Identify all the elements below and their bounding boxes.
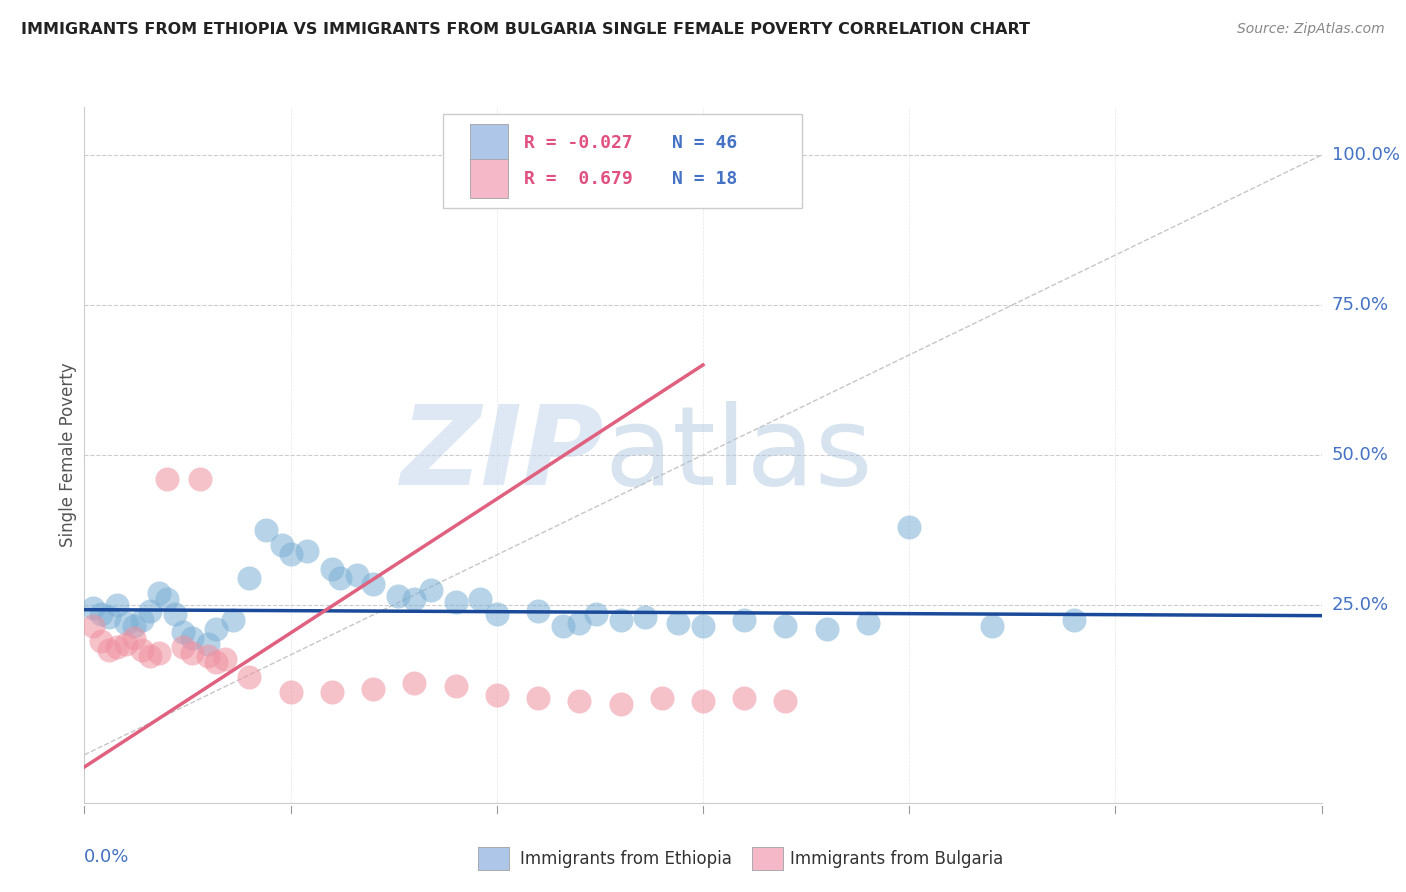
- Point: [222, 613, 245, 627]
- Point: [444, 679, 467, 693]
- Point: [172, 624, 194, 639]
- Text: 75.0%: 75.0%: [1331, 296, 1389, 314]
- Point: [775, 619, 797, 633]
- Point: [280, 547, 302, 561]
- Point: [90, 607, 112, 621]
- Point: [197, 648, 219, 663]
- Point: [485, 607, 508, 621]
- Point: [156, 472, 179, 486]
- Point: [527, 690, 550, 705]
- Point: [122, 619, 145, 633]
- Point: [387, 589, 409, 603]
- Point: [82, 619, 104, 633]
- Point: [419, 582, 441, 597]
- Point: [82, 600, 104, 615]
- Point: [148, 586, 170, 600]
- Point: [98, 610, 121, 624]
- Point: [551, 619, 574, 633]
- Text: 0.0%: 0.0%: [84, 848, 129, 866]
- Text: Source: ZipAtlas.com: Source: ZipAtlas.com: [1237, 22, 1385, 37]
- Point: [321, 562, 343, 576]
- Point: [775, 694, 797, 708]
- Text: IMMIGRANTS FROM ETHIOPIA VS IMMIGRANTS FROM BULGARIA SINGLE FEMALE POVERTY CORRE: IMMIGRANTS FROM ETHIOPIA VS IMMIGRANTS F…: [21, 22, 1031, 37]
- Point: [271, 538, 294, 552]
- Point: [214, 652, 236, 666]
- Point: [733, 690, 755, 705]
- Point: [180, 631, 202, 645]
- Text: 50.0%: 50.0%: [1331, 446, 1388, 464]
- Point: [634, 610, 657, 624]
- Point: [114, 615, 136, 630]
- Point: [165, 607, 187, 621]
- Point: [114, 637, 136, 651]
- Point: [651, 690, 673, 705]
- Point: [404, 676, 426, 690]
- Text: ZIP: ZIP: [401, 401, 605, 508]
- Point: [856, 615, 879, 630]
- Point: [346, 567, 368, 582]
- Point: [692, 694, 714, 708]
- Point: [131, 613, 153, 627]
- Point: [980, 619, 1002, 633]
- Point: [361, 681, 384, 696]
- FancyBboxPatch shape: [471, 124, 508, 162]
- Point: [898, 520, 921, 534]
- Point: [90, 633, 112, 648]
- Point: [172, 640, 194, 654]
- Point: [148, 646, 170, 660]
- Point: [568, 615, 591, 630]
- Y-axis label: Single Female Poverty: Single Female Poverty: [59, 363, 77, 547]
- Point: [131, 643, 153, 657]
- Point: [404, 591, 426, 606]
- Point: [692, 619, 714, 633]
- Point: [205, 655, 228, 669]
- Point: [329, 571, 352, 585]
- Point: [139, 604, 162, 618]
- Text: N = 46: N = 46: [672, 135, 737, 153]
- Text: atlas: atlas: [605, 401, 873, 508]
- Text: Immigrants from Bulgaria: Immigrants from Bulgaria: [790, 850, 1004, 868]
- Point: [666, 615, 689, 630]
- Point: [238, 670, 260, 684]
- Point: [733, 613, 755, 627]
- Point: [444, 595, 467, 609]
- FancyBboxPatch shape: [471, 160, 508, 198]
- Point: [139, 648, 162, 663]
- Point: [105, 640, 128, 654]
- Text: R =  0.679: R = 0.679: [523, 169, 633, 187]
- Point: [527, 604, 550, 618]
- Point: [188, 472, 211, 486]
- Point: [815, 622, 838, 636]
- Point: [1063, 613, 1085, 627]
- Point: [585, 607, 607, 621]
- Point: [156, 591, 179, 606]
- Point: [197, 637, 219, 651]
- Text: 25.0%: 25.0%: [1331, 596, 1389, 614]
- Point: [98, 643, 121, 657]
- Text: R = -0.027: R = -0.027: [523, 135, 633, 153]
- Point: [180, 646, 202, 660]
- Point: [609, 613, 631, 627]
- Text: Immigrants from Ethiopia: Immigrants from Ethiopia: [520, 850, 733, 868]
- Point: [321, 685, 343, 699]
- Text: N = 18: N = 18: [672, 169, 737, 187]
- Point: [238, 571, 260, 585]
- Point: [254, 523, 277, 537]
- FancyBboxPatch shape: [443, 114, 801, 208]
- Point: [122, 631, 145, 645]
- Point: [280, 685, 302, 699]
- Point: [609, 697, 631, 711]
- Point: [568, 694, 591, 708]
- Point: [295, 544, 318, 558]
- Point: [105, 598, 128, 612]
- Point: [205, 622, 228, 636]
- Point: [361, 577, 384, 591]
- Point: [470, 591, 492, 606]
- Text: 100.0%: 100.0%: [1331, 146, 1399, 164]
- Point: [485, 688, 508, 702]
